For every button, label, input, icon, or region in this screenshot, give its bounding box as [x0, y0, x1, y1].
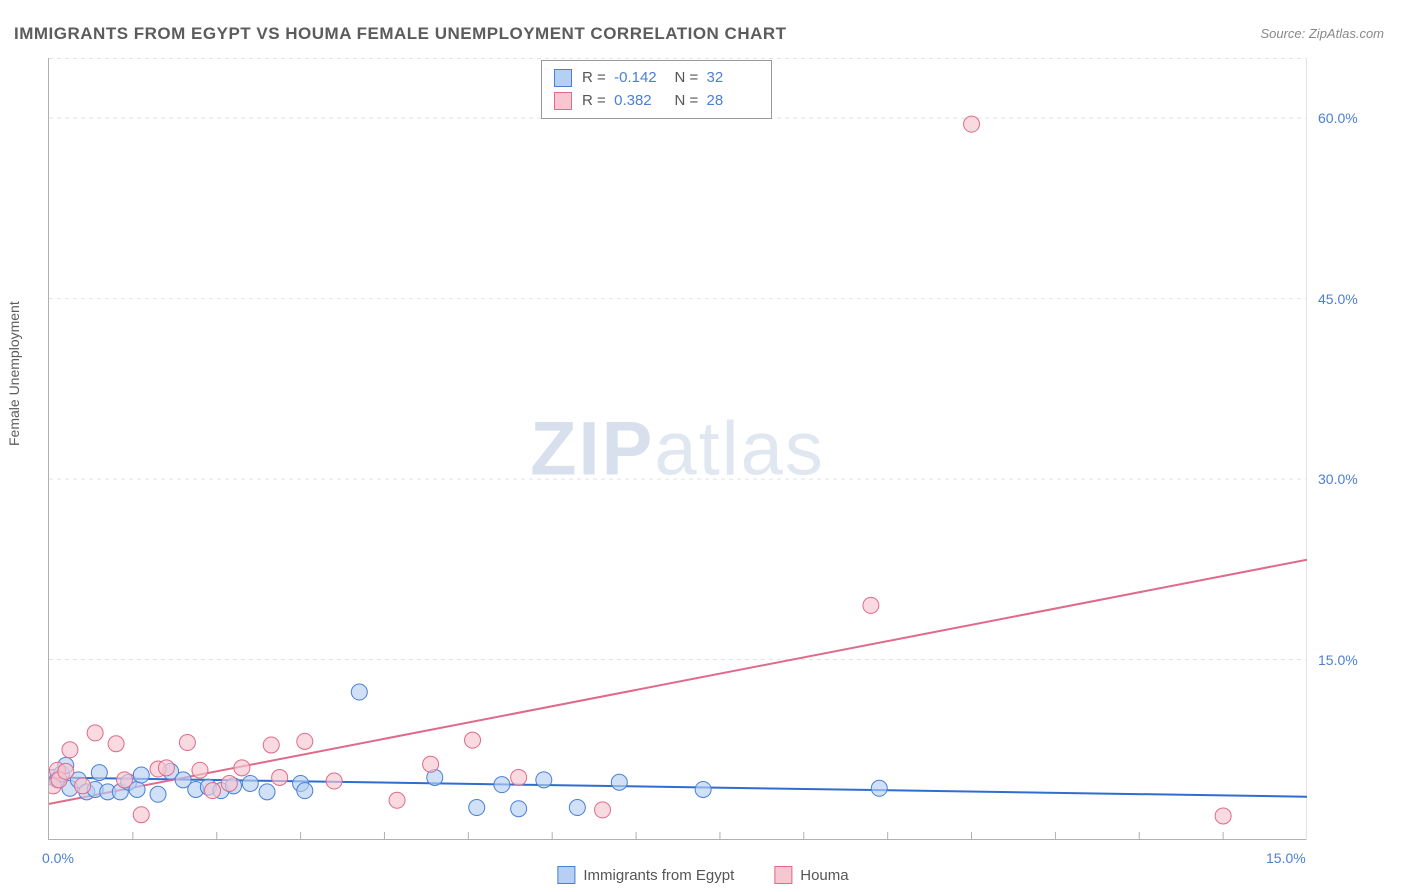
legend-item: Houma [774, 866, 848, 884]
y-tick-label: 15.0% [1318, 652, 1358, 668]
legend-label: Houma [800, 867, 848, 884]
chart-container: IMMIGRANTS FROM EGYPT VS HOUMA FEMALE UN… [0, 0, 1406, 892]
source-attribution: Source: ZipAtlas.com [1260, 26, 1384, 41]
chart-title: IMMIGRANTS FROM EGYPT VS HOUMA FEMALE UN… [14, 24, 787, 44]
x-tick-label: 15.0% [1266, 850, 1306, 866]
legend-swatch [774, 866, 792, 884]
y-tick-label: 45.0% [1318, 291, 1358, 307]
y-axis-label: Female Unemployment [6, 301, 22, 446]
series-legend: Immigrants from Egypt Houma [557, 866, 848, 884]
plot-svg [49, 58, 1307, 840]
y-tick-label: 30.0% [1318, 471, 1358, 487]
correlation-row: R = -0.142 N = 32 [554, 67, 759, 90]
correlation-text: R = -0.142 N = 32 [582, 67, 759, 90]
plot-area: ZIPatlas R = -0.142 N = 32R = 0.382 N = … [48, 58, 1306, 840]
correlation-swatch [554, 92, 572, 110]
correlation-legend: R = -0.142 N = 32R = 0.382 N = 28 [541, 60, 772, 119]
correlation-row: R = 0.382 N = 28 [554, 90, 759, 113]
legend-swatch [557, 866, 575, 884]
legend-label: Immigrants from Egypt [583, 867, 734, 884]
y-tick-label: 60.0% [1318, 110, 1358, 126]
correlation-swatch [554, 69, 572, 87]
x-tick-label: 0.0% [42, 850, 74, 866]
legend-item: Immigrants from Egypt [557, 866, 734, 884]
correlation-text: R = 0.382 N = 28 [582, 90, 759, 113]
